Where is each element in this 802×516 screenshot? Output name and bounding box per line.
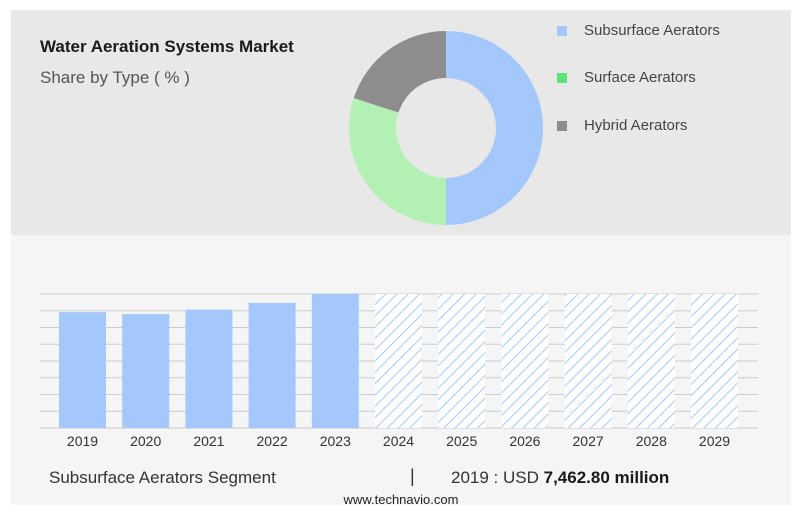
donut-slice-hybrid-aerators [353,31,446,113]
bar-2023 [311,294,359,428]
x-tick-label-2027: 2027 [573,433,604,449]
x-tick-label-2021: 2021 [193,433,224,449]
legend-item-hybrid: Hybrid Aerators [557,117,687,134]
segment-value-amount: 7,462.80 million [543,468,670,487]
segment-value: 2019 : USD 7,462.80 million [451,468,669,488]
legend-item-surface: Surface Aerators [557,69,696,86]
footer-separator: | [410,466,415,486]
source-url: www.technavio.com [343,492,459,507]
forecast-bar-2026 [501,294,549,428]
legend-item-subsurface: Subsurface Aerators [557,22,720,39]
legend-swatch-surface [557,72,567,83]
forecast-bar-2027 [564,294,612,428]
x-tick-label-2019: 2019 [67,433,98,449]
donut-slice-surface-aerators [349,98,446,225]
forecast-bar-2024 [375,294,422,428]
legend-swatch-hybrid [557,120,567,131]
x-tick-label-2028: 2028 [636,433,667,449]
x-tick-label-2024: 2024 [383,433,414,449]
forecast-bar-2029 [691,294,738,428]
x-tick-label-2029: 2029 [699,433,730,449]
forecast-bar-2028 [627,294,675,428]
bar-2019 [59,312,106,428]
x-tick-label-2025: 2025 [446,433,477,449]
bar-2021 [185,309,233,428]
legend-label-subsurface: Subsurface Aerators [584,22,720,39]
forecast-bar-2025 [438,294,486,428]
legend-label-surface: Surface Aerators [584,69,696,86]
bar-2020 [122,314,170,428]
legend-swatch-subsurface [557,25,567,36]
x-tick-label-2020: 2020 [130,433,161,449]
x-tick-label-2026: 2026 [509,433,540,449]
x-tick-label-2023: 2023 [320,433,351,449]
x-tick-label-2022: 2022 [257,433,288,449]
donut-slice-subsurface-aerators [446,31,543,225]
segment-label: Subsurface Aerators Segment [49,468,276,487]
legend-label-hybrid: Hybrid Aerators [584,117,688,134]
segment-year-label: 2019 : USD [451,468,539,487]
bar-2022 [248,302,296,428]
chart-subtitle: Share by Type ( % ) [40,68,190,87]
chart-title: Water Aeration Systems Market [40,37,294,56]
